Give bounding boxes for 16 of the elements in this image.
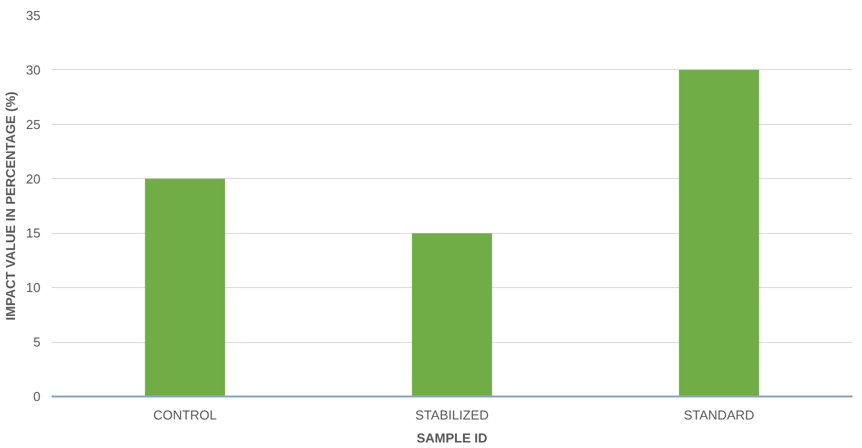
y-tick-label: 0 (33, 389, 41, 404)
x-axis-title: SAMPLE ID (416, 430, 488, 446)
x-tick-label: STANDARD (684, 408, 754, 422)
y-axis-title: IMPACT VALUE IN PERCENTAGE (%) (3, 92, 18, 320)
y-tick-label: 25 (26, 116, 41, 132)
x-tick-label: CONTROL (153, 408, 217, 422)
y-tick-label: 10 (26, 280, 41, 296)
x-tick-label: STABILIZED (415, 408, 489, 422)
bar (144, 178, 226, 396)
y-tick-label: 15 (26, 226, 41, 241)
bar (678, 70, 760, 396)
bar (412, 233, 492, 396)
y-tick-label: 35 (26, 8, 41, 23)
y-tick-label: 30 (26, 62, 41, 78)
y-tick-label: 20 (26, 171, 41, 186)
y-tick-label: 5 (33, 334, 41, 350)
